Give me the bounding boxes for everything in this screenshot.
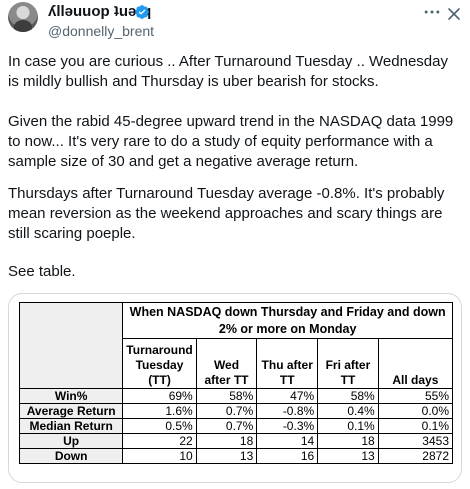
tweet-paragraph-1: In case you are curious .. After Turnaro…: [8, 53, 448, 90]
table-row: Win% 69% 58% 47% 58% 55%: [18, 388, 454, 404]
table-row: Down 10 13 16 13 2872: [18, 448, 454, 464]
more-horizontal-icon[interactable]: [422, 2, 442, 22]
table-cell: 13: [195, 448, 258, 464]
table-header-row: When NASDAQ down Thursday and Friday and…: [18, 302, 453, 389]
column-header: Fri after TT: [317, 338, 379, 389]
table-cell: 47%: [256, 388, 319, 404]
table-cell: 0.4%: [317, 403, 379, 419]
table-cell: 2872: [377, 448, 454, 464]
column-header: All days: [377, 338, 454, 389]
verified-badge-icon: [135, 5, 149, 19]
table-cell: 3453: [377, 433, 454, 449]
table-corner-cell: [18, 302, 124, 389]
table-cell: 14: [256, 433, 319, 449]
column-header: Turnaround Tuesday (TT): [122, 338, 197, 389]
table-cell: 22: [122, 433, 197, 449]
table-cell: 0.7%: [195, 403, 258, 419]
tweet-header: ʎllǝuuop ʇuǝɹq @donnelly_brent: [0, 0, 470, 44]
avatar[interactable]: [8, 2, 38, 32]
column-header: Wed after TT: [195, 338, 258, 389]
table-cell: 55%: [377, 388, 454, 404]
table-row: Average Return 1.6% 0.7% -0.8% 0.4% 0.0%: [18, 403, 454, 419]
table-row: Up 22 18 14 18 3453: [18, 433, 454, 449]
row-label: Average Return: [18, 403, 124, 419]
column-header: Thu after TT: [256, 338, 319, 389]
table-row: Median Return 0.5% 0.7% -0.3% 0.1% 0.1%: [18, 418, 454, 434]
table-cell: 13: [317, 448, 379, 464]
table-cell: 58%: [195, 388, 258, 404]
table-cell: 1.6%: [122, 403, 197, 419]
row-label: Median Return: [18, 418, 124, 434]
table-cell: 58%: [317, 388, 379, 404]
tweet-media-image[interactable]: When NASDAQ down Thursday and Friday and…: [8, 293, 462, 483]
table-cell: 0.1%: [317, 418, 379, 434]
table-cell: 10: [122, 448, 197, 464]
table-cell: 18: [317, 433, 379, 449]
tweet-paragraph-4: See table.: [8, 263, 76, 280]
tweet-paragraph-2: Given the rabid 45-degree upward trend i…: [8, 113, 454, 170]
table-cell: 16: [256, 448, 319, 464]
table-cell: 0.0%: [377, 403, 454, 419]
table-cell: -0.3%: [256, 418, 319, 434]
table-cell: -0.8%: [256, 403, 319, 419]
row-label: Up: [18, 433, 124, 449]
table-column-header-row: Turnaround Tuesday (TT) Wed after TT Thu…: [20, 338, 454, 389]
row-label: Down: [18, 448, 124, 464]
table-cell: 0.5%: [122, 418, 197, 434]
table-cell: 0.7%: [195, 418, 258, 434]
table-group-header: When NASDAQ down Thursday and Friday and…: [122, 302, 453, 339]
table-cell: 18: [195, 433, 258, 449]
author-display-name[interactable]: ʎllǝuuop ʇuǝɹq: [48, 3, 152, 20]
author-handle[interactable]: @donnelly_brent: [48, 23, 155, 39]
stats-table: When NASDAQ down Thursday and Friday and…: [18, 302, 454, 464]
table-cell: 0.1%: [377, 418, 454, 434]
close-icon[interactable]: [444, 4, 464, 24]
row-label: Win%: [18, 388, 124, 404]
tweet-paragraph-3: Thursdays after Turnaround Tuesday avera…: [8, 185, 445, 242]
table-cell: 69%: [122, 388, 197, 404]
